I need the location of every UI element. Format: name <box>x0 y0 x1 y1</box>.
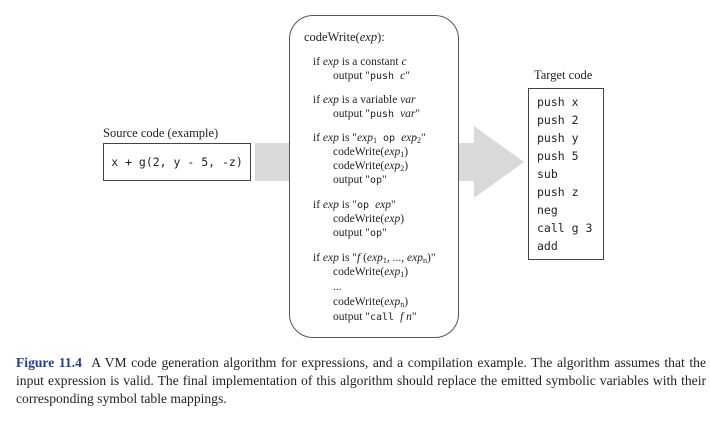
figure-label: Figure 11.4 <box>16 355 82 370</box>
call-codewrite-1: codeWrite(exp1) <box>333 266 409 279</box>
call-codewrite-n: codeWrite(expn) <box>333 296 409 309</box>
unary-codewrite: codeWrite(exp) <box>333 213 405 225</box>
algorithm-box <box>289 15 459 338</box>
variable-output: output "push var" <box>333 108 421 120</box>
algorithm-title: codeWrite(exp): <box>304 30 385 44</box>
target-line: call g 3 <box>537 221 593 235</box>
source-code-text: x + g(2, y - 5, -z) <box>111 155 243 169</box>
target-line: push x <box>537 95 579 109</box>
target-line: neg <box>537 203 558 217</box>
call-ellipsis: ... <box>333 281 342 293</box>
binary-output: output "op" <box>333 174 387 186</box>
binary-condition: if exp is "exp1 op exp2" <box>313 132 426 145</box>
constant-output: output "push c" <box>333 70 410 82</box>
source-code-label: Source code (example) <box>103 126 219 140</box>
target-line: add <box>537 239 558 253</box>
target-line: push z <box>537 185 579 199</box>
target-line: push 2 <box>537 113 579 127</box>
binary-codewrite-2: codeWrite(exp2) <box>333 160 409 173</box>
unary-condition: if exp is "op exp" <box>313 199 396 211</box>
call-condition: if exp is "f (exp1, ..., expn)" <box>313 252 436 265</box>
caption-text: A VM code generation algorithm for expre… <box>16 355 706 406</box>
binary-codewrite-1: codeWrite(exp1) <box>333 146 409 159</box>
call-output: output "call f n" <box>333 311 417 323</box>
source-code-box: x + g(2, y - 5, -z) <box>103 143 251 181</box>
target-line: push y <box>537 131 579 145</box>
figure-caption: Figure 11.4 A VM code generation algorit… <box>16 354 706 408</box>
target-line: push 5 <box>537 149 579 163</box>
unary-output: output "op" <box>333 227 387 239</box>
variable-condition: if exp is a variable var <box>313 94 416 106</box>
target-line: sub <box>537 167 558 181</box>
constant-condition: if exp is a constant c <box>313 56 407 68</box>
target-code-label: Target code <box>534 68 593 82</box>
target-code-box <box>528 88 604 260</box>
